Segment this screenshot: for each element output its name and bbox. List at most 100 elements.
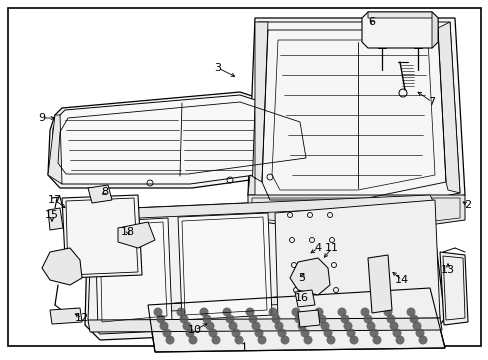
Circle shape xyxy=(383,307,392,316)
Circle shape xyxy=(395,336,404,345)
Circle shape xyxy=(406,307,415,316)
Circle shape xyxy=(372,336,381,345)
Text: 2: 2 xyxy=(464,200,470,210)
Polygon shape xyxy=(42,248,82,285)
Text: 14: 14 xyxy=(394,275,408,285)
Circle shape xyxy=(366,321,375,330)
Polygon shape xyxy=(251,22,459,213)
Circle shape xyxy=(363,315,372,324)
Polygon shape xyxy=(439,252,467,325)
Polygon shape xyxy=(247,18,464,218)
Text: 6: 6 xyxy=(368,17,375,27)
Circle shape xyxy=(234,336,243,345)
Circle shape xyxy=(323,328,332,338)
Circle shape xyxy=(408,315,418,324)
Circle shape xyxy=(188,336,197,345)
Circle shape xyxy=(202,315,211,324)
Circle shape xyxy=(346,328,355,338)
Polygon shape xyxy=(247,22,267,195)
Circle shape xyxy=(337,307,346,316)
Polygon shape xyxy=(294,290,314,307)
Circle shape xyxy=(211,336,220,345)
Circle shape xyxy=(208,328,217,338)
Circle shape xyxy=(159,321,168,330)
Polygon shape xyxy=(50,308,82,324)
Circle shape xyxy=(412,321,421,330)
Circle shape xyxy=(326,336,335,345)
Circle shape xyxy=(156,315,165,324)
Text: 12: 12 xyxy=(75,313,89,323)
Circle shape xyxy=(182,321,191,330)
Circle shape xyxy=(268,307,277,316)
Polygon shape xyxy=(88,195,434,220)
Polygon shape xyxy=(178,213,271,320)
Polygon shape xyxy=(361,12,437,48)
Circle shape xyxy=(386,315,395,324)
Polygon shape xyxy=(274,200,439,320)
Circle shape xyxy=(314,307,323,316)
Circle shape xyxy=(162,328,171,338)
Circle shape xyxy=(274,321,283,330)
Polygon shape xyxy=(62,195,142,278)
Circle shape xyxy=(320,321,329,330)
Circle shape xyxy=(251,321,260,330)
Text: 13: 13 xyxy=(440,265,454,275)
Circle shape xyxy=(199,307,208,316)
Circle shape xyxy=(297,321,306,330)
Polygon shape xyxy=(52,95,314,184)
Circle shape xyxy=(418,336,427,345)
Polygon shape xyxy=(297,310,319,327)
Polygon shape xyxy=(48,208,63,230)
Circle shape xyxy=(277,328,286,338)
Circle shape xyxy=(300,328,309,338)
Circle shape xyxy=(340,315,349,324)
Circle shape xyxy=(245,307,254,316)
Polygon shape xyxy=(85,195,444,340)
Circle shape xyxy=(153,307,162,316)
Polygon shape xyxy=(247,195,464,235)
Circle shape xyxy=(317,315,326,324)
Text: 3: 3 xyxy=(214,63,221,73)
Circle shape xyxy=(360,307,369,316)
Circle shape xyxy=(294,315,303,324)
Circle shape xyxy=(389,321,398,330)
Polygon shape xyxy=(437,22,459,193)
Polygon shape xyxy=(48,115,62,184)
Text: 4: 4 xyxy=(314,243,321,253)
Text: 10: 10 xyxy=(187,325,202,335)
Polygon shape xyxy=(95,218,172,328)
Circle shape xyxy=(303,336,312,345)
Circle shape xyxy=(176,307,185,316)
Circle shape xyxy=(222,307,231,316)
Polygon shape xyxy=(48,92,317,188)
Polygon shape xyxy=(289,258,329,295)
Polygon shape xyxy=(88,185,112,203)
Circle shape xyxy=(280,336,289,345)
Polygon shape xyxy=(148,288,434,312)
Polygon shape xyxy=(118,222,155,248)
Text: 9: 9 xyxy=(39,113,45,123)
Text: 16: 16 xyxy=(294,293,308,303)
Circle shape xyxy=(343,321,352,330)
Polygon shape xyxy=(88,318,441,332)
Polygon shape xyxy=(367,12,437,18)
Circle shape xyxy=(271,315,280,324)
Circle shape xyxy=(369,328,378,338)
Circle shape xyxy=(415,328,424,338)
Text: 18: 18 xyxy=(121,227,135,237)
Circle shape xyxy=(231,328,240,338)
Circle shape xyxy=(185,328,194,338)
Circle shape xyxy=(225,315,234,324)
Circle shape xyxy=(205,321,214,330)
Text: 5: 5 xyxy=(298,273,305,283)
Polygon shape xyxy=(148,288,444,352)
Circle shape xyxy=(248,315,257,324)
Text: 1: 1 xyxy=(240,343,247,353)
Circle shape xyxy=(179,315,188,324)
Polygon shape xyxy=(299,115,317,172)
Circle shape xyxy=(392,328,401,338)
Circle shape xyxy=(228,321,237,330)
Polygon shape xyxy=(431,12,437,48)
Polygon shape xyxy=(367,255,391,313)
Text: 11: 11 xyxy=(325,243,338,253)
